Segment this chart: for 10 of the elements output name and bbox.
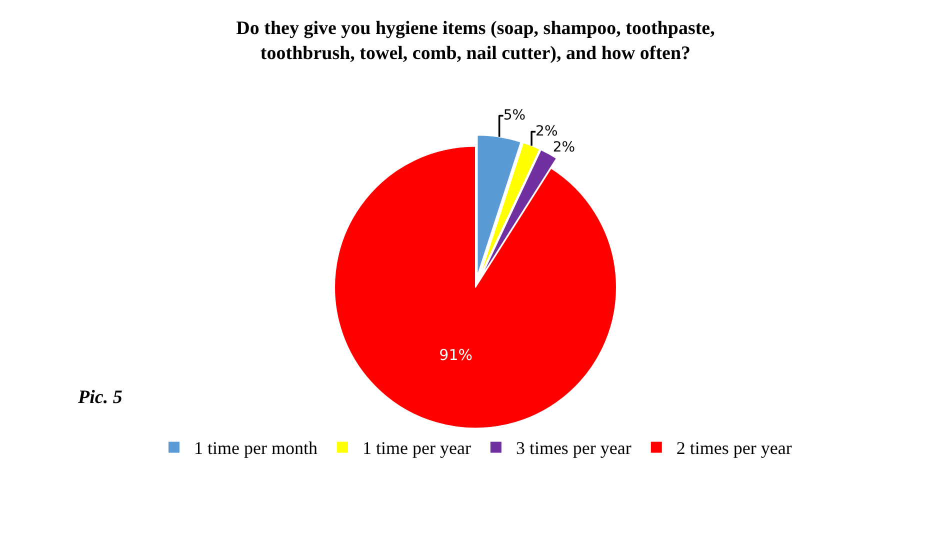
legend-label: 2 times per year (676, 438, 792, 458)
legend-label: 3 times per year (516, 438, 632, 458)
text: Pic. 5 (77, 387, 123, 408)
legend-label: 1 time per year (362, 438, 471, 458)
data-label: 2% (536, 124, 558, 140)
data-label: 2% (552, 140, 576, 156)
legend-label: 1 time per month (194, 438, 318, 458)
data-label: 5% (503, 108, 526, 124)
chart-title: Do they give you hygiene items (soap, shampoo, toothpaste, toothbrush, towel, comb, nail cutter), and how often? (236, 18, 716, 64)
data-label: 91% (439, 346, 473, 364)
